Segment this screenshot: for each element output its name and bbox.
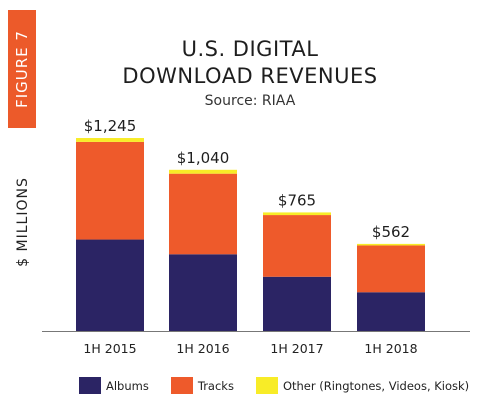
legend-swatch-tracks [170, 377, 193, 394]
bar-other-0 [76, 138, 144, 142]
legend-item-other: Other (Ringtones, Videos, Kiosk) [255, 377, 470, 394]
legend-item-albums: Albums [79, 377, 149, 394]
bar-tracks-1 [169, 173, 237, 255]
legend-label-tracks: Tracks [197, 378, 234, 393]
bar-albums-0 [76, 239, 144, 331]
total-label-3: $562 [372, 223, 410, 241]
x-tick-label-0: 1H 2015 [83, 341, 136, 356]
legend-label-albums: Albums [106, 378, 149, 393]
bar-other-1 [169, 169, 237, 174]
legend-item-tracks: Tracks [170, 377, 234, 394]
bar-albums-1 [169, 254, 237, 331]
x-tick-label-1: 1H 2016 [176, 341, 229, 356]
x-tick-label-3: 1H 2018 [364, 341, 417, 356]
bar-albums-2 [263, 276, 331, 331]
legend-swatch-albums [79, 377, 101, 394]
total-label-1: $1,040 [177, 149, 230, 167]
bar-other-2 [263, 212, 331, 216]
bar-other-3 [357, 243, 425, 246]
chart-title-line2: DOWNLOAD REVENUES [122, 64, 378, 88]
chart-subtitle: Source: RIAA [204, 93, 296, 109]
bar-albums-3 [357, 292, 425, 331]
chart-title-line1: U.S. DIGITAL [181, 37, 319, 61]
legend: Albums Tracks Other (Ringtones, Videos, … [79, 377, 491, 394]
legend-label-other: Other (Ringtones, Videos, Kiosk) [282, 378, 470, 393]
total-label-0: $1,245 [84, 117, 137, 135]
bar-tracks-2 [263, 215, 331, 277]
legend-swatch-other [255, 377, 278, 394]
bar-tracks-3 [357, 245, 425, 293]
bar-tracks-0 [76, 141, 144, 240]
x-tick-label-2: 1H 2017 [270, 341, 323, 356]
figure-tab: FIGURE 7 [8, 10, 36, 128]
total-label-2: $765 [278, 191, 316, 209]
